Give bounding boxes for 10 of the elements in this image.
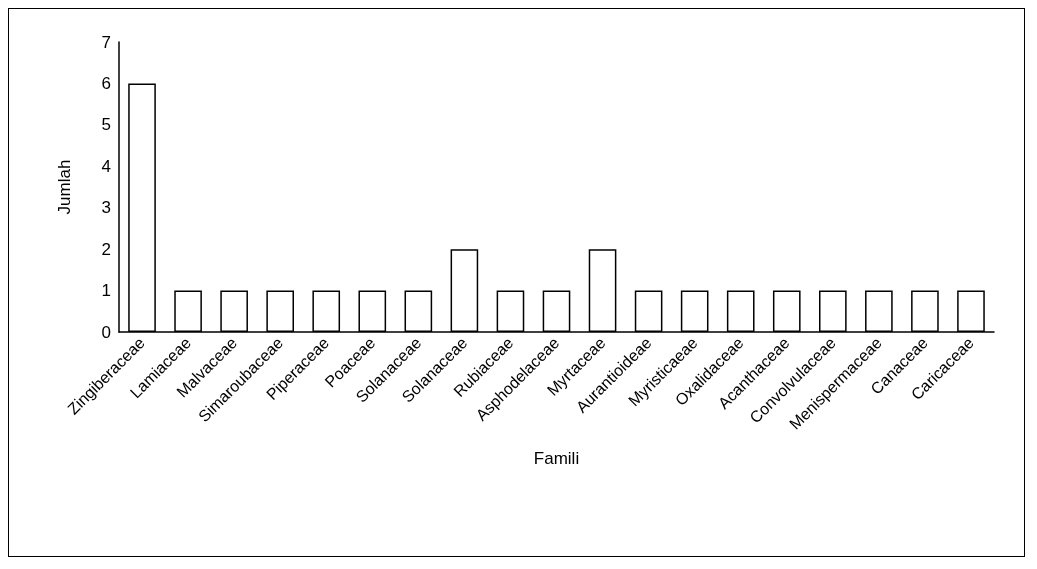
y-axis-title: Jumlah — [55, 159, 74, 215]
y-tick-label: 4 — [101, 156, 111, 176]
y-tick-label: 3 — [101, 198, 111, 218]
y-tick-label: 7 — [101, 32, 111, 52]
y-tick-label: 0 — [101, 322, 111, 342]
y-tick-label: 2 — [101, 239, 111, 259]
x-axis-title: Famili — [533, 449, 580, 468]
y-tick-label: 6 — [101, 73, 111, 93]
y-tick-label: 1 — [101, 281, 111, 301]
y-tick-label: 5 — [101, 115, 111, 135]
